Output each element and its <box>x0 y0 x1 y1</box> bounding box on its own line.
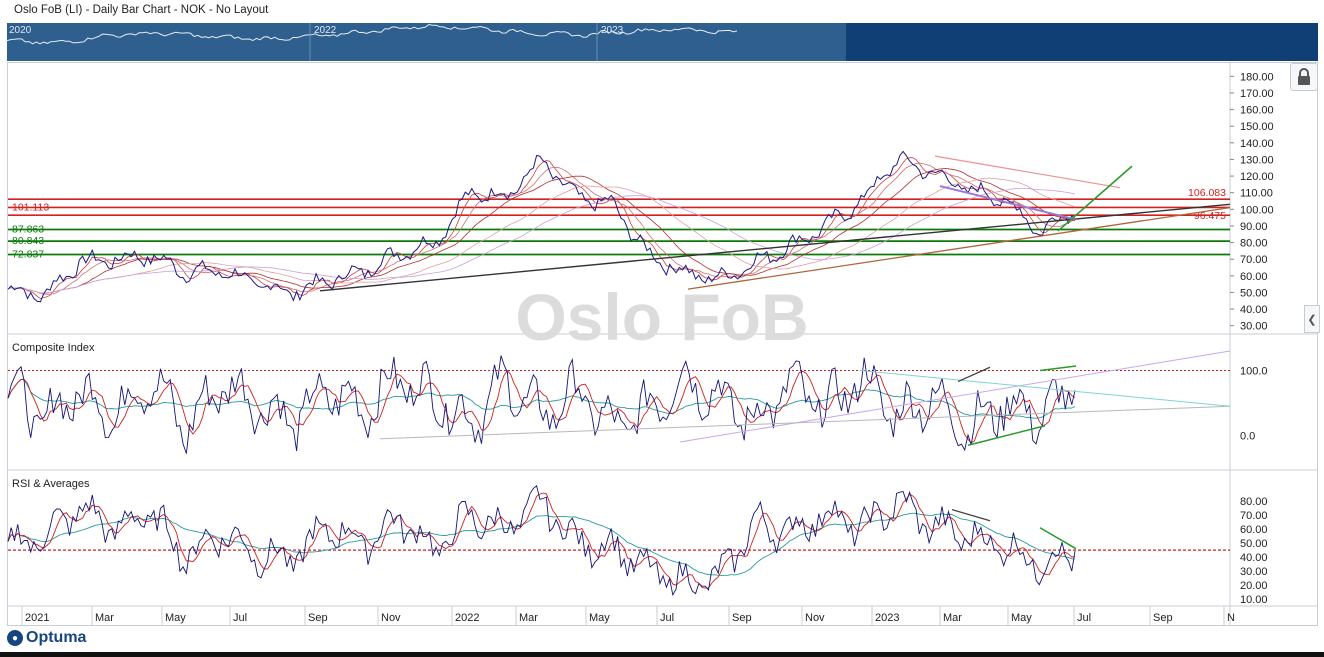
navigator-year: 2022 <box>314 25 337 36</box>
ci-divergence-line[interactable] <box>967 425 1046 446</box>
ci-trend-line[interactable] <box>859 370 1231 407</box>
rsi-axis-label: 70.00 <box>1240 510 1268 522</box>
x-axis-label: Mar <box>519 612 538 624</box>
price-axis-label: 140.00 <box>1240 138 1274 150</box>
long-average-line <box>7 187 1076 294</box>
optuma-logo: ● Optuma <box>7 629 86 647</box>
x-axis-label: May <box>1011 612 1032 624</box>
rsi-axis-label: 80.00 <box>1240 496 1268 508</box>
level-label: 101.113 <box>12 201 49 213</box>
x-axis-label: Nov <box>381 612 401 624</box>
brand-name: Optuma <box>26 629 87 646</box>
optuma-logo-icon: ● <box>7 630 23 646</box>
price-axis-label: 60.00 <box>1240 271 1268 283</box>
x-axis-label: May <box>165 612 186 624</box>
level-label: 80.843 <box>12 235 44 247</box>
price-axis-label: 30.00 <box>1240 321 1268 333</box>
ci-slow-average <box>7 378 1076 419</box>
wedge-line[interactable] <box>939 185 1076 221</box>
level-label: 87.863 <box>12 223 44 235</box>
x-axis-label: 2021 <box>25 612 49 624</box>
lock-icon <box>1298 68 1310 85</box>
navigator-year: 2023 <box>601 25 624 36</box>
ci-trend-line[interactable] <box>379 405 1231 440</box>
moving-average-line <box>7 168 1076 294</box>
x-axis-label: Sep <box>732 612 752 624</box>
moving-average-line <box>7 157 1076 300</box>
price-axis-label: 180.00 <box>1240 71 1274 83</box>
rsi-slow-average <box>7 512 1076 576</box>
ci-axis-label: 0.0 <box>1240 431 1255 443</box>
level-label: 72.837 <box>12 248 44 260</box>
x-axis-label: Sep <box>1153 612 1173 624</box>
price-axis-label: 50.00 <box>1240 287 1268 299</box>
price-axis-label: 90.00 <box>1240 221 1268 233</box>
price-axis-label: 100.00 <box>1240 204 1274 216</box>
rsi-divergence-line[interactable] <box>1039 527 1077 550</box>
watermark: Oslo FoB <box>515 280 808 354</box>
price-axis-label: 70.00 <box>1240 254 1268 266</box>
collapse-panel-button[interactable]: ❮ <box>1304 305 1320 333</box>
chart-title: Oslo FoB (LI) - Daily Bar Chart - NOK - … <box>14 4 269 16</box>
rsi-axis-label: 10.00 <box>1240 594 1268 606</box>
x-axis-label: 2022 <box>455 612 479 624</box>
x-axis-label: May <box>589 612 610 624</box>
moving-average-line <box>7 177 1076 294</box>
rsi-title: RSI & Averages <box>12 478 90 490</box>
composite-index-title: Composite Index <box>12 342 95 354</box>
ci-divergence-line[interactable] <box>957 366 991 383</box>
moving-average-line <box>7 162 1076 295</box>
price-axis-label: 150.00 <box>1240 121 1274 133</box>
date-navigator[interactable]: 2020 2022 2023 <box>7 23 1318 61</box>
channel-line[interactable] <box>687 207 1231 290</box>
ci-axis-label: 100.0 <box>1240 366 1268 378</box>
x-axis-label: Jul <box>1077 612 1091 624</box>
lock-button[interactable] <box>1290 63 1318 91</box>
chevron-left-icon: ❮ <box>1307 313 1317 326</box>
navigator-year: 2020 <box>9 25 32 36</box>
price-axis-label: 160.00 <box>1240 105 1274 117</box>
x-axis-label: Nov <box>805 612 825 624</box>
x-axis-label: Mar <box>943 612 962 624</box>
level-label: 106.083 <box>1188 187 1226 199</box>
composite-index-line[interactable] <box>7 355 1076 454</box>
x-axis-label: Sep <box>308 612 328 624</box>
price-axis-label: 170.00 <box>1240 88 1274 100</box>
breakout-line[interactable] <box>1057 165 1133 232</box>
trend-line[interactable] <box>319 203 1231 292</box>
x-axis-label: Mar <box>95 612 114 624</box>
rsi-axis-label: 60.00 <box>1240 524 1268 536</box>
price-axis-label: 110.00 <box>1240 188 1273 200</box>
x-axis-label: 2023 <box>875 612 899 624</box>
rsi-axis-label: 30.00 <box>1240 566 1268 578</box>
rsi-axis-label: 50.00 <box>1240 538 1268 550</box>
price-axis-label: 130.00 <box>1240 154 1274 166</box>
chart-frame <box>7 62 1318 626</box>
rsi-axis-label: 40.00 <box>1240 552 1268 564</box>
ci-fast-average <box>7 369 1076 444</box>
rsi-fast-average <box>7 492 1076 589</box>
price-axis-label: 120.00 <box>1240 171 1274 183</box>
x-axis-label: Jul <box>233 612 247 624</box>
x-axis-label: N <box>1227 612 1235 624</box>
ci-divergence-line[interactable] <box>1039 365 1077 372</box>
price-series-line[interactable] <box>7 150 1076 303</box>
channel-upper-line[interactable] <box>934 155 1121 189</box>
ci-trend-line[interactable] <box>679 350 1231 443</box>
rsi-divergence-line[interactable] <box>951 508 991 522</box>
status-bar <box>0 652 1324 657</box>
rsi-line[interactable] <box>7 485 1076 597</box>
level-label: 96.475 <box>1194 210 1226 222</box>
navigator-window[interactable] <box>846 23 1318 61</box>
rsi-axis-label: 20.00 <box>1240 580 1268 592</box>
price-axis-label: 80.00 <box>1240 238 1268 250</box>
x-axis-label: Jul <box>660 612 674 624</box>
price-axis-label: 40.00 <box>1240 304 1268 316</box>
navigator-sparkline <box>7 23 738 61</box>
